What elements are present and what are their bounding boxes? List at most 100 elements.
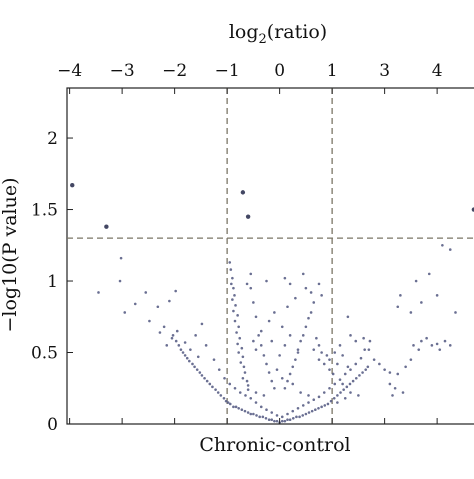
- data-point: [240, 408, 244, 412]
- data-point: [97, 291, 100, 294]
- data-point: [430, 344, 434, 347]
- data-point: [362, 336, 365, 340]
- data-point: [249, 396, 253, 400]
- data-point: [236, 342, 239, 346]
- data-point: [366, 365, 370, 369]
- data-point: [237, 406, 240, 410]
- data-point: [264, 416, 268, 420]
- bottom-axis-title: Chronic-control: [199, 434, 350, 456]
- data-point: [329, 399, 333, 403]
- data-point: [307, 411, 311, 414]
- data-point: [235, 331, 238, 334]
- data-point: [265, 408, 268, 412]
- data-point: [351, 379, 355, 383]
- data-point: [378, 362, 381, 366]
- data-point: [346, 315, 350, 319]
- data-point: [409, 358, 413, 361]
- data-point: [123, 311, 127, 314]
- data-point: [343, 396, 347, 400]
- x-tick-label: −4: [57, 61, 82, 81]
- data-point: [104, 224, 109, 229]
- data-point: [273, 311, 276, 314]
- data-point: [383, 368, 386, 371]
- data-point: [188, 359, 191, 363]
- data-point: [325, 354, 329, 357]
- data-point: [252, 412, 255, 416]
- data-point: [243, 409, 247, 413]
- data-point: [328, 358, 331, 361]
- data-point: [191, 362, 194, 366]
- data-point: [254, 315, 258, 319]
- data-point: [226, 401, 230, 404]
- data-point: [286, 305, 289, 309]
- data-point: [216, 391, 220, 394]
- data-point: [345, 385, 349, 389]
- data-point: [118, 279, 122, 283]
- data-point: [179, 348, 183, 351]
- data-point: [265, 362, 268, 366]
- data-point: [283, 276, 287, 280]
- data-point: [245, 282, 249, 286]
- data-point: [177, 344, 181, 347]
- data-point: [348, 382, 352, 386]
- top-axis-title-log: log: [229, 21, 259, 43]
- data-point: [243, 371, 247, 374]
- data-point: [339, 391, 342, 394]
- data-point: [189, 348, 192, 351]
- data-point: [291, 365, 295, 369]
- data-point: [224, 399, 228, 403]
- data-point: [310, 409, 314, 413]
- data-point: [317, 406, 320, 410]
- data-point: [211, 385, 214, 389]
- top-axis-title-rest: (ratio): [267, 21, 327, 43]
- data-point: [258, 415, 261, 419]
- data-point: [301, 404, 305, 407]
- data-point: [320, 351, 323, 354]
- data-point: [158, 331, 162, 334]
- data-point: [280, 419, 284, 423]
- y-tick-label: 0.5: [31, 344, 58, 364]
- data-point: [307, 316, 310, 320]
- data-point: [193, 365, 196, 369]
- data-point: [338, 378, 342, 381]
- data-point: [414, 279, 418, 283]
- data-point: [391, 394, 394, 397]
- data-point: [322, 362, 326, 366]
- data-point: [301, 414, 305, 417]
- data-point: [217, 368, 221, 371]
- data-point: [232, 286, 235, 290]
- x-tick-label: 0: [274, 61, 285, 81]
- data-point: [296, 351, 300, 354]
- data-point: [203, 376, 206, 380]
- y-tick-label: 0: [47, 415, 58, 435]
- data-point: [240, 190, 246, 195]
- data-point: [320, 294, 323, 297]
- data-point: [315, 336, 318, 340]
- x-tick-label: 1: [327, 61, 338, 81]
- data-point: [304, 286, 308, 290]
- data-point: [257, 334, 260, 337]
- data-point: [354, 362, 358, 366]
- data-point: [254, 391, 258, 394]
- data-point: [312, 301, 316, 304]
- data-point: [388, 371, 392, 374]
- plot-frame: [66, 87, 474, 425]
- data-point: [304, 412, 308, 416]
- data-point: [343, 372, 347, 376]
- data-point: [301, 334, 305, 337]
- data-point: [195, 368, 199, 371]
- data-point: [280, 325, 284, 329]
- data-point: [168, 299, 171, 303]
- data-point: [185, 356, 189, 360]
- data-point: [244, 394, 247, 397]
- data-point: [454, 311, 457, 314]
- data-point: [246, 388, 250, 391]
- y-tick-label: 1: [47, 272, 58, 292]
- data-point: [323, 404, 327, 407]
- data-point: [267, 371, 271, 374]
- data-point: [254, 401, 258, 404]
- data-point: [443, 339, 447, 343]
- data-point: [231, 298, 234, 301]
- data-point: [275, 368, 279, 371]
- data-point: [214, 388, 217, 391]
